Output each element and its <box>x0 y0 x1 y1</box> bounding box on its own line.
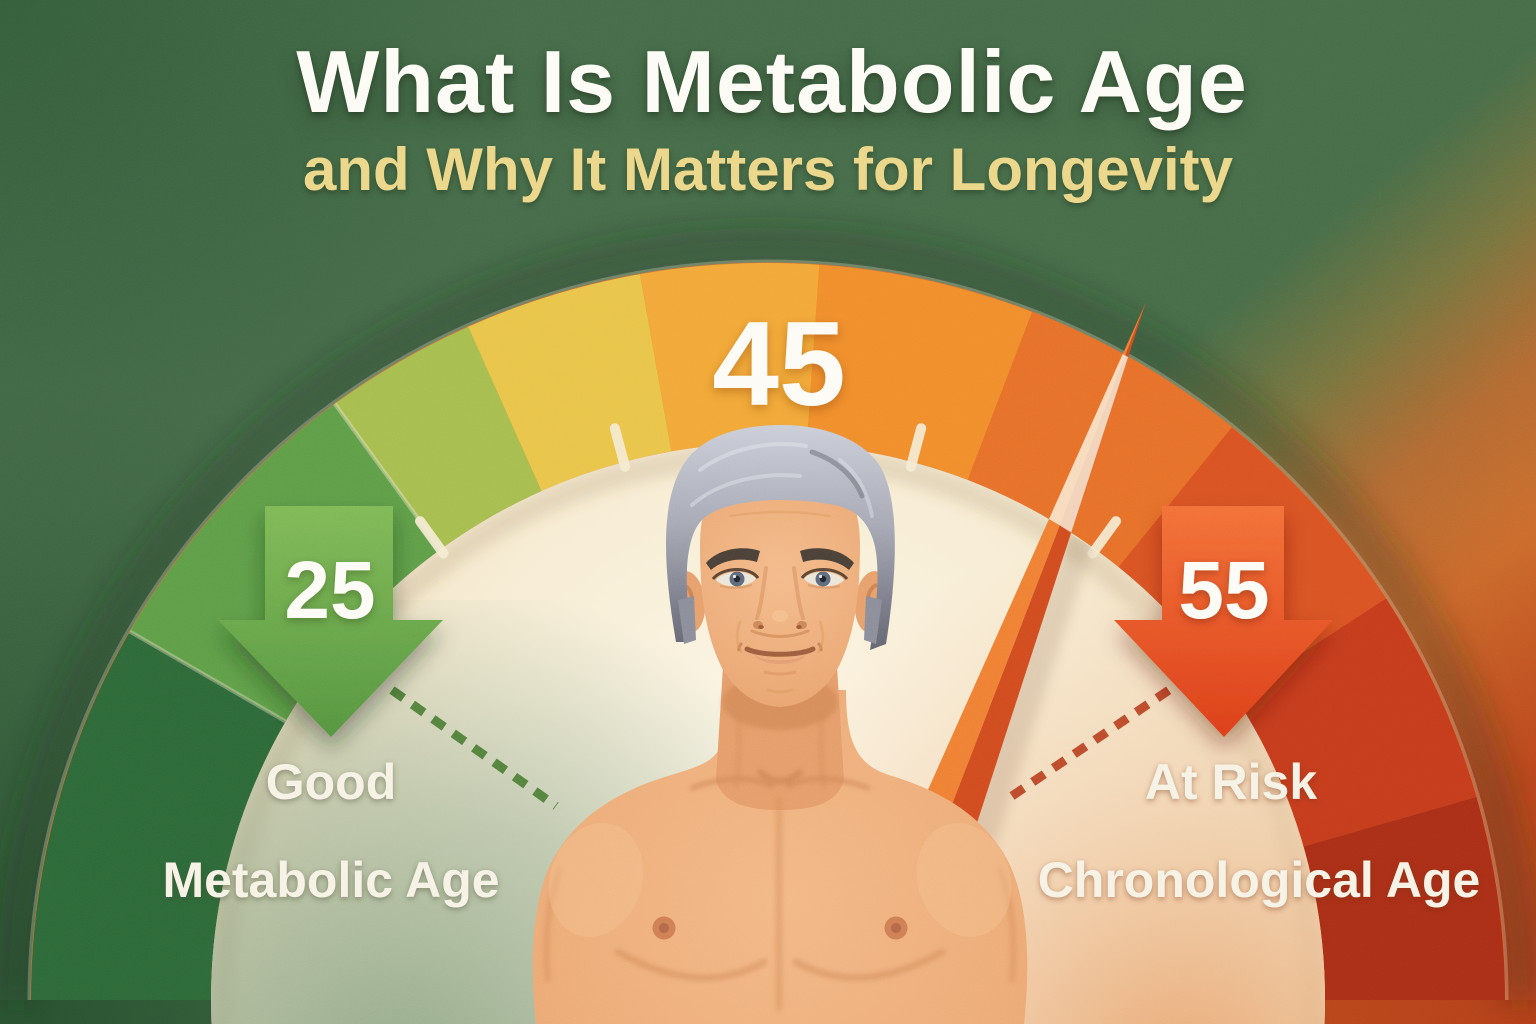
gauge-center-value: 45 <box>712 297 846 431</box>
metabolic-age-value: 25 <box>284 545 376 636</box>
metabolic-age-label: Metabolic Age <box>162 852 500 908</box>
chronological-age-label: Chronological Age <box>1037 852 1481 908</box>
page-title: What Is Metabolic Age <box>296 32 1248 131</box>
chronological-status-label: At Risk <box>1144 754 1318 810</box>
metabolic-status-label: Good <box>265 754 397 810</box>
chronological-age-value: 55 <box>1178 545 1270 636</box>
page-subtitle: and Why It Matters for Longevity <box>302 136 1234 203</box>
